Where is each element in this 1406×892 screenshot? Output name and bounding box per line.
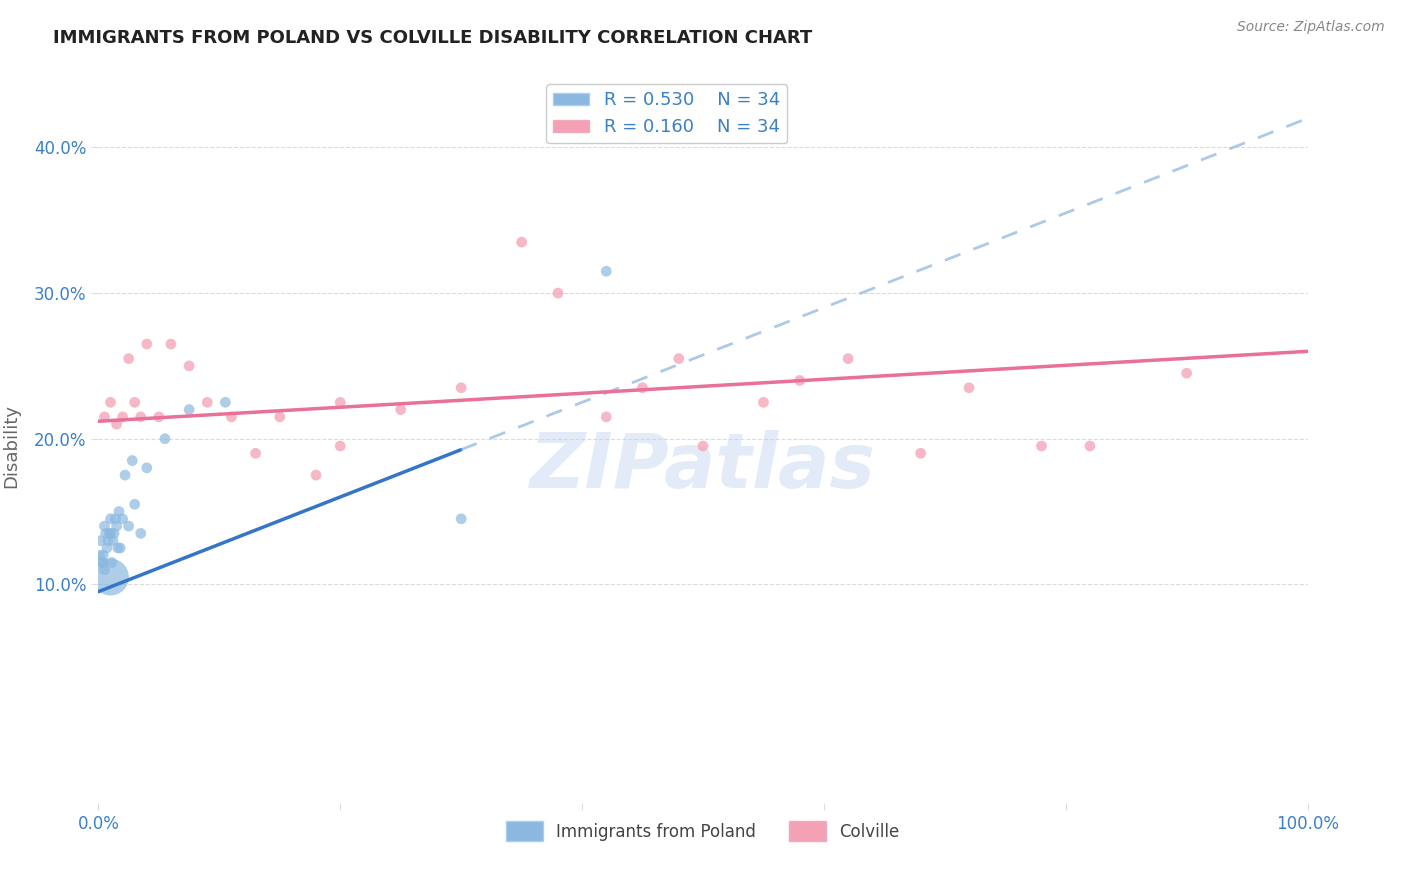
Point [129,526,152,541]
Point [90,533,112,548]
Text: ZIPatlas: ZIPatlas [530,431,876,504]
Point [179,359,201,373]
Point [450,512,472,526]
Point [595,409,617,424]
Point [93,519,115,533]
Point [105,417,128,432]
Point [124,395,146,409]
Point [160,337,183,351]
Point [692,439,714,453]
Point [91,548,114,562]
Point [389,402,412,417]
Point [329,395,352,409]
Point [103,526,125,541]
Point [118,351,141,366]
Point [153,432,176,446]
Point [101,533,124,548]
Point [329,439,352,453]
Point [631,381,654,395]
Text: IMMIGRANTS FROM POLAND VS COLVILLE DISABILITY CORRELATION CHART: IMMIGRANTS FROM POLAND VS COLVILLE DISAB… [53,29,813,46]
Point [135,460,157,475]
Point [100,556,122,570]
Point [129,409,152,424]
Point [100,395,122,409]
Point [179,402,201,417]
Point [93,409,115,424]
Point [547,286,569,301]
Point [148,409,170,424]
Point [111,409,134,424]
Point [98,526,121,541]
Point [752,395,775,409]
Point [221,409,243,424]
Point [269,409,291,424]
Point [595,264,617,278]
Point [104,512,127,526]
Point [105,519,128,533]
Point [108,541,131,555]
Point [668,351,690,366]
Point [118,519,141,533]
Point [100,570,122,584]
Point [510,235,533,249]
Point [100,512,122,526]
Text: Source: ZipAtlas.com: Source: ZipAtlas.com [1237,20,1385,34]
Point [124,497,146,511]
Point [135,337,157,351]
Point [111,512,134,526]
Point [245,446,267,460]
Point [450,381,472,395]
Point [910,446,932,460]
Point [121,453,143,467]
Point [305,468,328,483]
Point [1031,439,1053,453]
Y-axis label: Disability: Disability [3,404,20,488]
Legend: Immigrants from Poland, Colville: Immigrants from Poland, Colville [499,814,907,848]
Point [195,395,218,409]
Point [91,556,114,570]
Point [91,556,114,570]
Point [114,468,136,483]
Point [214,395,236,409]
Point [957,381,980,395]
Point [93,563,115,577]
Point [94,526,117,541]
Point [97,533,120,548]
Point [89,548,111,562]
Point [100,526,122,541]
Point [1078,439,1101,453]
Point [107,541,129,555]
Point [837,351,859,366]
Point [108,504,131,518]
Point [789,374,811,388]
Point [96,541,118,555]
Point [1175,366,1198,380]
